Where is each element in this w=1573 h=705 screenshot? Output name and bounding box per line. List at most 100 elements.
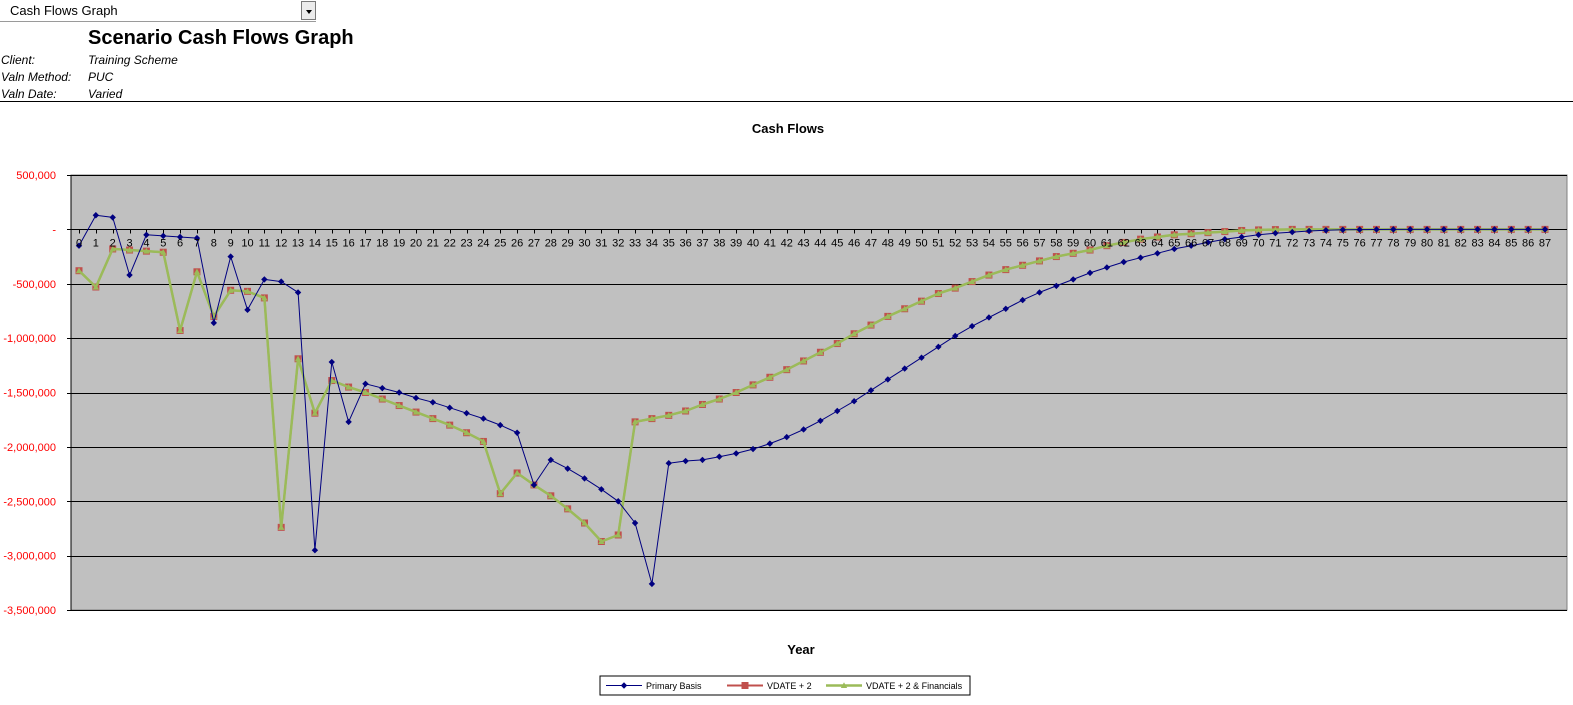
x-tick-label: 69: [1236, 238, 1248, 250]
x-tick-label: 24: [477, 238, 489, 250]
legend-label: Primary Basis: [646, 681, 702, 691]
x-tick-label: 70: [1252, 238, 1264, 250]
sheet-selector-label: Cash Flows Graph: [10, 3, 118, 18]
data-point: [463, 429, 470, 436]
data-point: [968, 278, 976, 285]
data-point: [75, 242, 83, 249]
x-tick-label: 62: [1118, 238, 1130, 250]
data-point: [227, 253, 234, 260]
x-tick-label: 76: [1354, 238, 1366, 250]
data-point: [867, 321, 875, 328]
x-tick-label: 48: [882, 238, 894, 250]
data-point: [1120, 239, 1127, 245]
data-point: [294, 355, 302, 362]
x-tick-label: 44: [814, 238, 826, 250]
data-point: [497, 421, 504, 429]
legend-label: VDATE + 2 & Financials: [866, 681, 963, 691]
x-tick-label: 78: [1387, 238, 1399, 250]
data-point: [648, 580, 656, 588]
x-tick-label: 22: [444, 238, 456, 250]
data-point: [783, 433, 790, 441]
x-tick-label: 71: [1269, 238, 1281, 250]
sheet-selector-dropdown[interactable]: Cash Flows Graph: [0, 0, 316, 22]
data-point: [109, 245, 116, 252]
x-tick-label: 39: [730, 238, 742, 250]
data-point: [682, 407, 689, 414]
data-point: [1221, 228, 1229, 235]
x-tick-label: 11: [259, 238, 270, 250]
data-point: [244, 306, 251, 314]
data-point: [1272, 229, 1279, 237]
x-tick-label: 67: [1202, 238, 1214, 250]
data-point: [429, 399, 437, 406]
x-tick-label: 51: [932, 238, 944, 250]
series-line: [78, 214, 1545, 585]
x-tick-label: 52: [949, 238, 961, 250]
client-label: Client:: [1, 53, 36, 67]
data-point: [143, 247, 150, 254]
data-point: [935, 290, 942, 297]
client-value: Training Scheme: [88, 53, 178, 67]
valn-date-label: Valn Date:: [1, 87, 57, 101]
data-point: [1086, 269, 1094, 277]
data-point: [176, 233, 184, 241]
data-point: [109, 214, 116, 221]
data-point: [1053, 253, 1060, 260]
data-point: [244, 288, 251, 294]
header-divider: [0, 101, 1573, 102]
x-tick-label: 49: [899, 238, 911, 250]
x-tick-label: 26: [511, 238, 523, 250]
data-point: [1322, 227, 1330, 234]
x-tick-label: 60: [1084, 238, 1096, 250]
data-point: [699, 401, 706, 408]
data-point: [935, 343, 942, 351]
data-point: [1103, 264, 1111, 271]
data-point: [311, 546, 319, 554]
x-tick-label: 40: [747, 238, 759, 250]
legend: Primary Basis VDATE + 2 VDATE + 2 & Financ…: [599, 675, 971, 696]
data-point: [615, 498, 622, 505]
data-point: [901, 305, 908, 312]
x-tick-label: 0: [76, 238, 82, 250]
data-point: [160, 232, 167, 240]
x-tick-label: 82: [1455, 238, 1467, 250]
x-tick-label: 83: [1471, 238, 1483, 250]
page-title: Scenario Cash Flows Graph: [88, 27, 354, 49]
data-point: [446, 421, 453, 428]
y-tick-label: -2,000,000: [3, 442, 56, 454]
y-tick-label: -500,000: [13, 279, 56, 291]
x-tick-label: 79: [1404, 238, 1416, 250]
data-point: [193, 234, 201, 242]
x-tick-label: 38: [713, 238, 725, 250]
data-point: [328, 358, 335, 366]
data-point: [850, 330, 858, 337]
x-tick-label: 43: [797, 238, 809, 250]
x-tick-label: 73: [1303, 238, 1315, 250]
data-point: [345, 383, 352, 390]
x-tick-label: 3: [126, 238, 132, 250]
data-point: [412, 408, 420, 415]
data-point: [766, 440, 774, 447]
data-point: [379, 384, 386, 392]
data-point: [834, 340, 841, 347]
chevron-down-icon[interactable]: [301, 1, 316, 20]
data-point: [395, 402, 403, 409]
data-point: [379, 395, 386, 402]
series-line: [78, 228, 1545, 543]
data-point: [1002, 305, 1009, 312]
data-point: [1171, 231, 1178, 238]
x-tick-label: 47: [865, 238, 877, 250]
x-tick-label: 19: [393, 238, 405, 250]
data-point: [530, 481, 538, 489]
data-point: [1103, 242, 1111, 249]
data-point: [513, 429, 521, 436]
y-tick-label: -3,000,000: [3, 551, 56, 563]
data-point: [497, 490, 504, 497]
data-point: [732, 389, 740, 396]
x-tick-label: 84: [1488, 238, 1500, 250]
x-tick-label: 46: [848, 238, 860, 250]
data-point: [345, 418, 352, 426]
x-tick-label: 32: [612, 238, 624, 250]
data-point: [294, 289, 302, 296]
data-point: [446, 404, 453, 411]
